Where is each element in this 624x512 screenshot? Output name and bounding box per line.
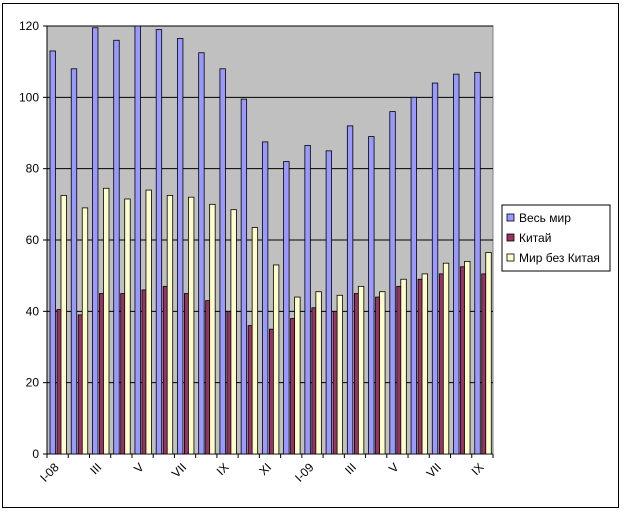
bar-1-1 [49,50,56,455]
bar-3-5 [145,189,152,455]
y-tick-label-0: 0 [32,447,39,461]
bar-1-8 [198,52,205,455]
bar-3-12 [294,296,301,455]
bar-1-16 [368,136,375,455]
bar-1-4 [113,39,120,455]
bar-3-14 [336,294,343,455]
bar-3-6 [166,195,174,455]
x-tick-label-1: I-08 [37,460,62,485]
bar-3-3 [103,187,110,455]
bar-1-18 [410,96,417,455]
bar-1-14 [325,150,332,455]
bar-3-13 [315,291,322,455]
bar-1-9 [219,68,226,455]
bar-1-21 [474,71,481,455]
bar-3-10 [251,227,259,455]
bar-3-11 [272,264,280,455]
bar-3-18 [421,273,428,455]
bar-1-3 [92,27,99,455]
bar-1-2 [70,68,78,455]
bar-1-5 [134,25,141,455]
y-tick-label-20: 20 [26,376,40,390]
x-tick-label-7: VII [169,460,189,480]
legend-label-3: Мир без Китая [519,251,600,265]
legend-label-2: Китай [519,231,551,245]
legend-label-1: Весь мир [519,211,571,225]
x-tick-label-9: IX [214,460,232,478]
bar-3-8 [209,203,216,455]
legend-swatch-3 [506,253,515,262]
x-tick-label-17: V [386,460,402,476]
bar-3-21 [485,252,492,455]
bar-3-9 [230,209,237,455]
bar-1-20 [453,73,460,455]
y-tick-label-60: 60 [26,233,40,247]
y-tick-label-120: 120 [19,19,39,33]
bar-3-2 [81,207,89,455]
bar-1-7 [177,38,184,455]
legend-swatch-2 [506,233,515,242]
y-tick-label-80: 80 [26,162,40,176]
bar-3-4 [124,198,131,455]
bar-1-10 [240,98,248,455]
bar-1-12 [283,161,290,455]
bar-1-6 [155,29,163,455]
bar-3-19 [442,262,450,455]
bar-1-17 [389,111,396,455]
y-tick-label-40: 40 [26,304,40,318]
bar-1-19 [431,82,439,455]
y-tick-label-100: 100 [19,90,39,104]
x-tick-label-3: III [87,460,104,477]
bar-3-20 [464,260,471,455]
x-tick-label-21: IX [469,460,487,478]
x-tick-label-5: V [131,460,147,476]
bar-3-1 [60,195,67,455]
x-tick-label-15: III [342,460,359,477]
legend-swatch-1 [506,213,515,222]
bar-1-11 [261,141,269,455]
legend [501,204,611,272]
x-tick-label-13: I-09 [292,460,317,485]
bar-3-15 [357,285,365,455]
bar-1-13 [304,145,311,455]
bar-3-16 [379,291,386,455]
bar-3-7 [188,196,195,455]
bar-3-17 [400,278,407,455]
x-tick-label-11: XI [256,460,274,478]
x-tick-label-19: VII [424,460,444,480]
bar-1-15 [346,125,354,455]
